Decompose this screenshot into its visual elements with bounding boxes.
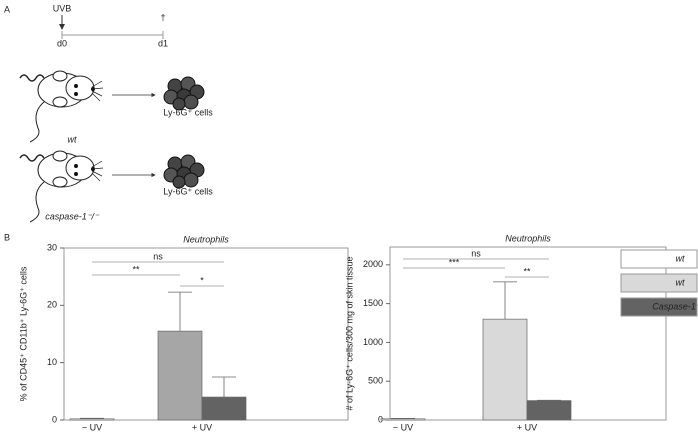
panel-label: B [4, 232, 10, 242]
chart-title: Neutrophils [505, 233, 551, 243]
significance-label: ** [523, 266, 531, 276]
timeline-label: d0 [57, 38, 67, 48]
plot-frame [63, 247, 349, 421]
significance-label: * [200, 275, 204, 285]
x-tick-label: − UV [82, 422, 102, 432]
legend-swatch [620, 297, 698, 317]
mouse-icon [19, 70, 104, 143]
y-tick-label: 500 [368, 376, 383, 386]
legend-label: Caspase-1⁻/⁻ [652, 301, 698, 311]
significance-label: *** [449, 257, 460, 267]
y-axis-label: % of CD45⁺ CD11b⁺ Ly-6G⁺ cells [18, 266, 28, 401]
y-tick-label: 10 [47, 357, 57, 367]
panel-a: A UVB † d0 d1 Ly-6G⁺ cells wt Ly-6G⁺ cel… [4, 3, 213, 223]
genotype-label: wt [68, 134, 77, 144]
bar [69, 418, 115, 421]
timeline-event: UVB [53, 3, 72, 13]
y-tick-label: 30 [47, 242, 57, 252]
x-tick-label: + UV [517, 422, 537, 432]
error-bar [168, 291, 192, 332]
y-tick-label: 1500 [363, 298, 383, 308]
chart-title: Neutrophils [183, 234, 229, 244]
legend-label: wt [676, 253, 685, 263]
error-bar [212, 376, 236, 398]
legend-label: wt [676, 277, 685, 287]
y-tick-label: 2000 [363, 259, 383, 269]
error-bar [493, 281, 517, 320]
timeline-label: d1 [158, 38, 168, 48]
legend-swatch [620, 249, 698, 269]
bar [482, 318, 528, 421]
legend-swatch [620, 273, 698, 293]
bar [380, 418, 426, 421]
significance-label: ns [153, 251, 163, 261]
y-axis-label: # of Ly-6G⁺ cells/300 mg of skin tissue [344, 257, 354, 411]
error-bar [80, 417, 104, 419]
bar [201, 396, 247, 421]
cells-label: Ly-6G⁺ cells [163, 107, 213, 117]
cells-icon [163, 154, 205, 189]
genotype-label: caspase-1⁻/⁻ [45, 211, 100, 221]
significance-label: ns [471, 248, 481, 258]
y-tick-label: 0 [52, 414, 57, 424]
significance-label: ** [132, 264, 140, 274]
bar [157, 330, 203, 421]
y-tick-label: 1000 [363, 337, 383, 347]
x-tick-label: − UV [393, 422, 413, 432]
x-tick-label: + UV [192, 422, 212, 432]
panel-label: A [4, 4, 10, 14]
y-tick-label: 20 [47, 300, 57, 310]
bar [526, 400, 572, 421]
timeline-event: † [160, 12, 165, 22]
cells-label: Ly-6G⁺ cells [163, 186, 213, 196]
cells-icon [163, 76, 205, 111]
y-tick-label: 0 [378, 414, 383, 424]
